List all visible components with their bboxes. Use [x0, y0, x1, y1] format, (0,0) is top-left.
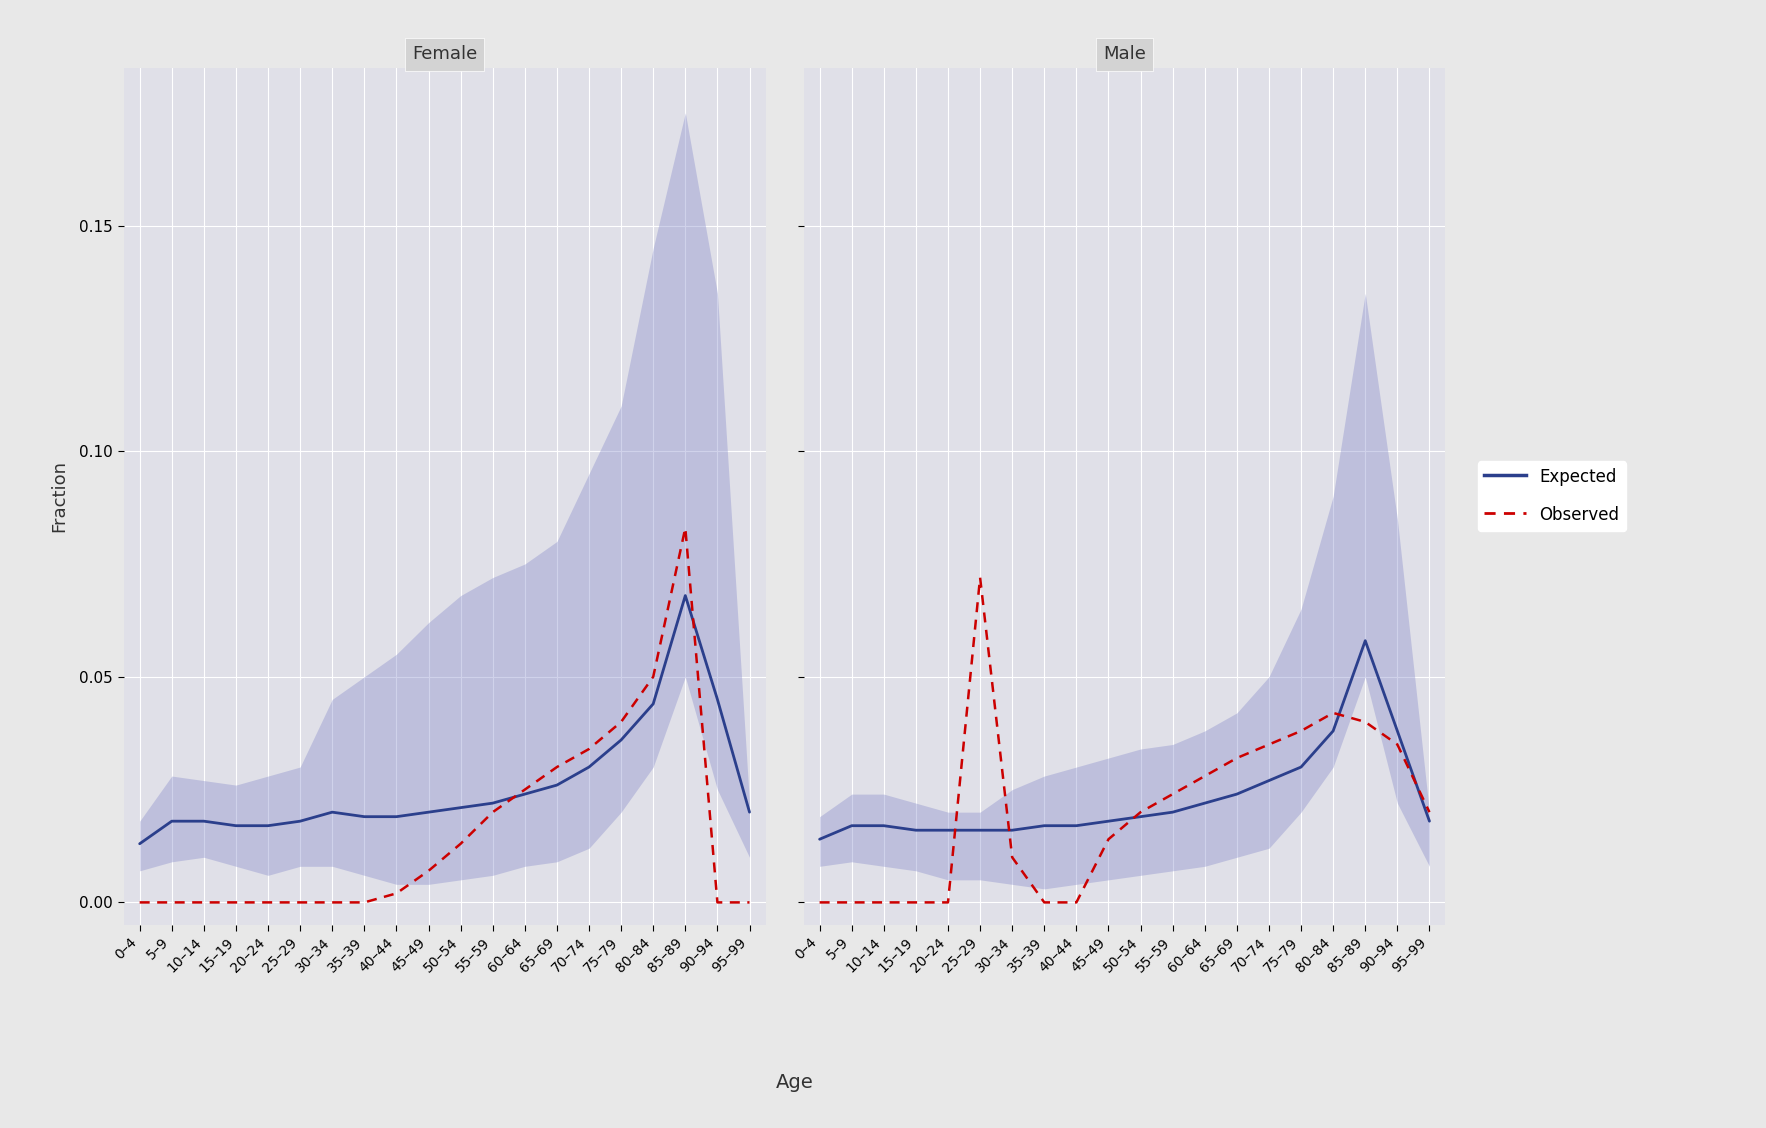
Y-axis label: Fraction: Fraction [51, 460, 69, 532]
Legend: Expected, Observed: Expected, Observed [1478, 461, 1626, 531]
Text: Age: Age [775, 1074, 814, 1092]
Title: Male: Male [1104, 45, 1146, 63]
Title: Female: Female [411, 45, 477, 63]
